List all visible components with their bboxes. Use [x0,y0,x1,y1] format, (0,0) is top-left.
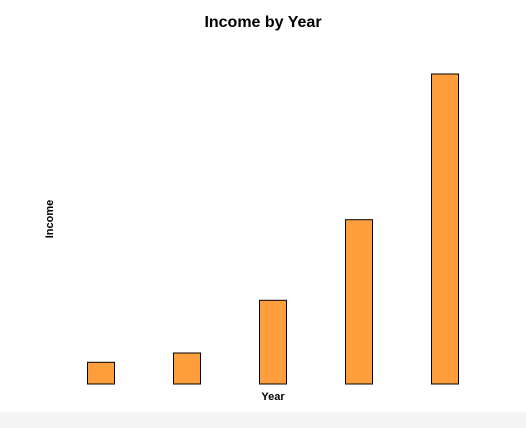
bar-1 [87,361,115,385]
bar-2 [173,352,201,385]
chart-footer-band [0,412,526,428]
bar-3 [259,299,287,385]
bar-4 [345,219,373,385]
bar-series [87,73,459,385]
x-axis-label: Year [261,391,285,403]
y-axis-label: Income [44,200,56,239]
chart-title: Income by Year [204,14,321,31]
bar-5 [431,73,459,385]
